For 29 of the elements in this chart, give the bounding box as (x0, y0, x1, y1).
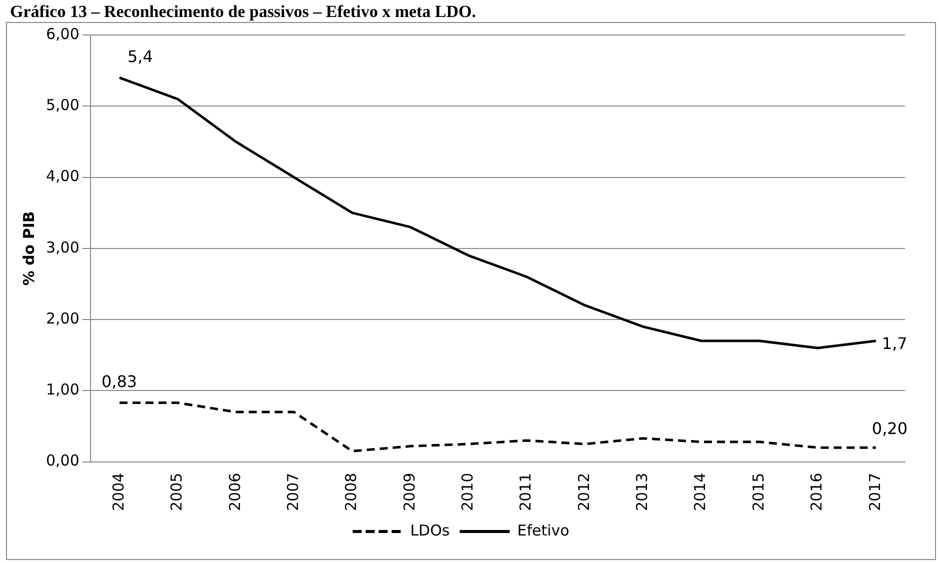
y-tick-label: 5,00 (46, 96, 80, 114)
legend-label: Efetivo (517, 521, 570, 540)
x-tick-label: 2007 (284, 472, 302, 512)
chart-title: Gráfico 13 – Reconhecimento de passivos – Efetivo x meta LDO. (9, 1, 478, 23)
x-tick-label: 2005 (168, 472, 186, 512)
x-tick-label: 2012 (574, 472, 593, 512)
x-tick-label: 2010 (458, 472, 476, 512)
x-tick-label: 2015 (749, 472, 768, 512)
y-tick-label: 3,00 (46, 238, 80, 256)
x-tick-label: 2014 (691, 472, 710, 512)
x-tick-label: 2006 (226, 472, 244, 512)
legend-label: LDOs (410, 521, 450, 540)
x-tick-label: 2017 (866, 472, 884, 512)
x-tick-label: 2013 (633, 472, 652, 512)
x-tick-label: 2009 (400, 472, 418, 512)
y-axis-title: % do PIB (20, 211, 38, 286)
data-label: 5,4 (127, 46, 153, 66)
data-label: 0,20 (872, 418, 908, 438)
y-tick-label: 6,00 (46, 24, 80, 43)
x-tick-label: 2016 (808, 472, 826, 512)
x-tick-label: 2008 (342, 472, 360, 512)
data-label: 1,7 (882, 334, 908, 354)
x-tick-label: 2004 (109, 472, 128, 512)
y-tick-label: 2,00 (46, 309, 80, 328)
x-tick-label: 2011 (516, 472, 535, 512)
y-tick-label: 0,00 (46, 452, 80, 470)
y-tick-label: 4,00 (46, 167, 80, 186)
data-label: 0,83 (101, 372, 138, 391)
y-tick-label: 1,00 (46, 380, 80, 399)
